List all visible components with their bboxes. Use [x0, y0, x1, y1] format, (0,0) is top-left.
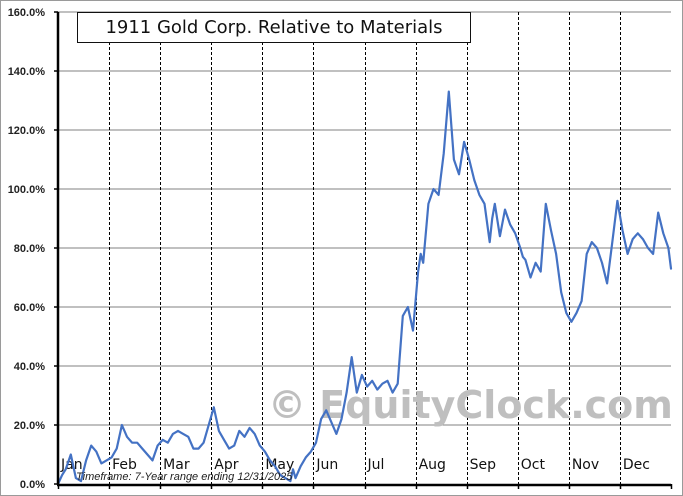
y-axis-label: 0.0% — [20, 479, 45, 491]
y-axis-label: 160.0% — [8, 7, 46, 19]
x-axis-ticks — [57, 484, 673, 489]
x-axis-month-labels: Jan Feb Mar Apr May Jun Jul Aug Sep Oct Nov Dec — [60, 457, 650, 473]
month-label: Feb — [112, 457, 137, 473]
month-separator-lines — [109, 12, 621, 484]
watermark: © EquityClock.com — [268, 383, 673, 427]
y-axis-label: 40.0% — [14, 361, 45, 373]
y-axis-label: 120.0% — [8, 125, 46, 137]
y-axis-label: 60.0% — [14, 302, 45, 314]
y-axis-label: 100.0% — [8, 184, 46, 196]
relative-performance-line — [56, 90, 673, 486]
month-label: Jun — [315, 457, 338, 473]
timeframe-note: Timeframe: 7-Year range ending 12/31/202… — [76, 471, 293, 483]
month-label: Jul — [367, 457, 385, 473]
watermark-text: © EquityClock.com — [268, 383, 673, 427]
y-axis-label: 80.0% — [14, 243, 45, 255]
month-label: Nov — [572, 457, 599, 473]
y-axis-labels: 0.0% 20.0% 40.0% 60.0% 80.0% 100.0% 120.0% 140.… — [8, 7, 58, 491]
month-label: Aug — [419, 457, 446, 473]
month-label: Apr — [214, 457, 238, 473]
month-label: Dec — [623, 457, 650, 473]
horizontal-gridlines — [58, 11, 671, 426]
month-label: May — [265, 457, 294, 473]
y-axis-label: 20.0% — [14, 420, 45, 432]
y-axis-label: 140.0% — [8, 66, 46, 78]
month-label: Oct — [521, 457, 546, 473]
chart-title: 1911 Gold Corp. Relative to Materials — [105, 17, 443, 38]
month-label: Sep — [470, 457, 497, 473]
chart-title-box: 1911 Gold Corp. Relative to Materials — [77, 12, 471, 43]
month-label: Mar — [163, 457, 190, 473]
